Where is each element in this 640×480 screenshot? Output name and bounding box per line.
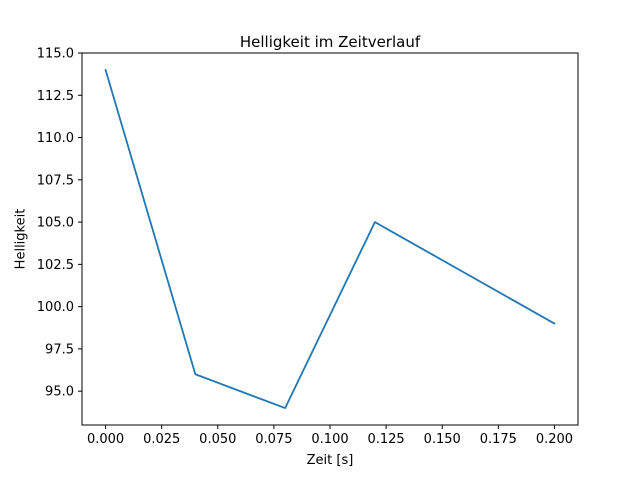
x-tick-label: 0.175 (480, 432, 517, 447)
y-tick-label: 115.0 (37, 47, 74, 62)
x-tick-label: 0.150 (424, 432, 461, 447)
x-tick-label: 0.025 (143, 432, 180, 447)
y-tick-label: 97.5 (45, 342, 74, 357)
axes-frame (81, 52, 579, 426)
y-tick-label: 102.5 (37, 258, 74, 273)
x-tick-label: 0.000 (87, 432, 124, 447)
y-tick-label: 107.5 (37, 173, 74, 188)
y-tick-label: 112.5 (37, 89, 74, 104)
y-axis-label: Helligkeit (13, 208, 29, 270)
x-tick-label: 0.125 (367, 432, 404, 447)
y-tick-label: 100.0 (37, 300, 74, 315)
x-tick-label: 0.050 (199, 432, 236, 447)
y-tick-label: 105.0 (37, 216, 74, 231)
chart-title: Helligkeit im Zeitverlauf (239, 33, 421, 51)
x-tick-label: 0.200 (536, 432, 573, 447)
x-axis-label: Zeit [s] (306, 453, 354, 468)
x-tick-label: 0.075 (255, 432, 292, 447)
y-tick-label: 110.0 (37, 131, 74, 146)
x-tick-label: 0.100 (311, 432, 348, 447)
data-series-line (104, 69, 556, 409)
y-tick-label: 95.0 (45, 385, 74, 400)
